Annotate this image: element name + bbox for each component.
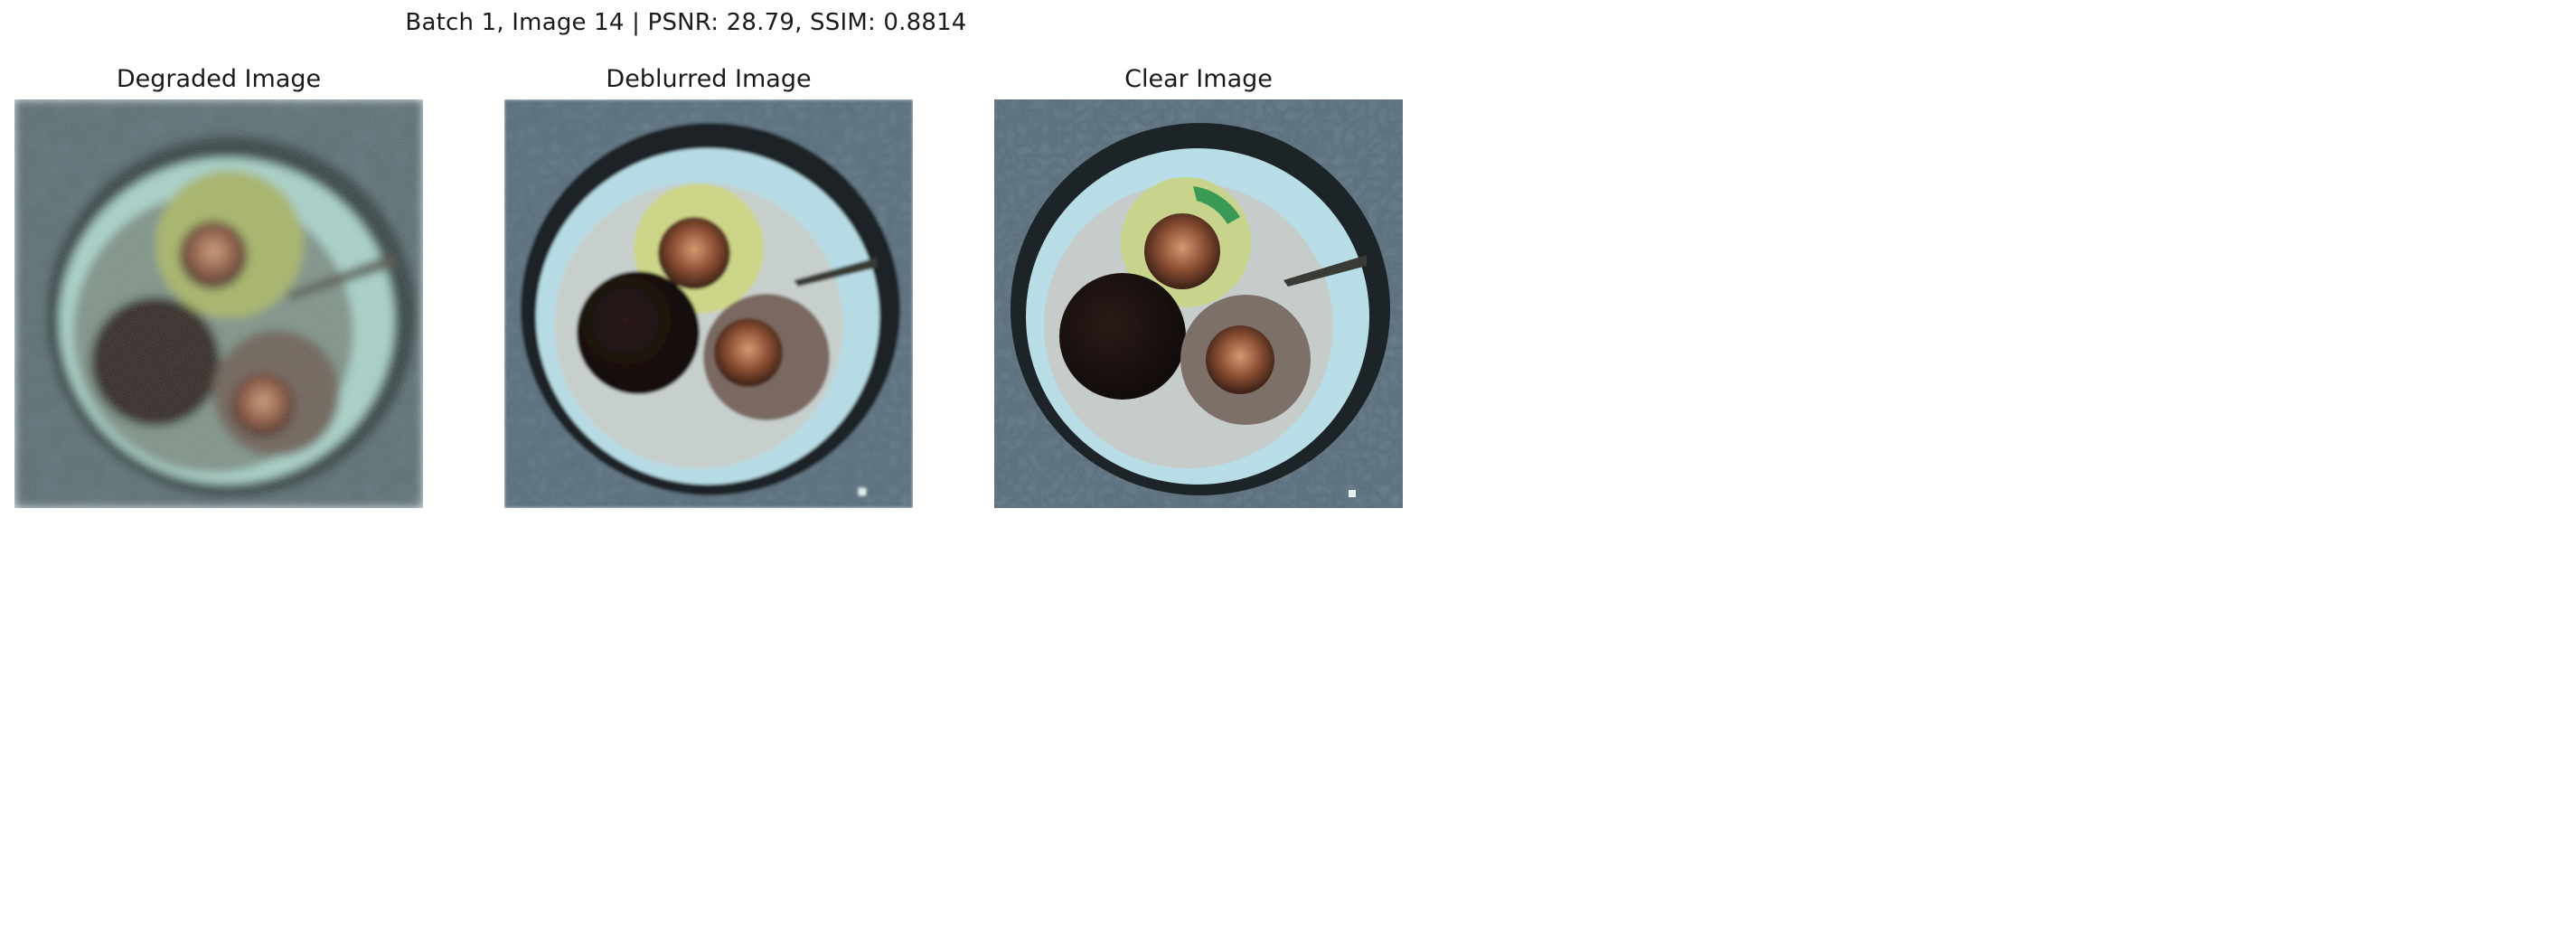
clear-title: Clear Image [1124,65,1273,93]
degraded-panel: Degraded Image [14,63,423,508]
degraded-title: Degraded Image [116,65,322,93]
degraded-image [14,99,423,508]
clear-image [994,99,1403,508]
deblurred-title: Deblurred Image [606,65,812,93]
deblurred-panel: Deblurred Image [504,63,913,508]
clear-panel: Clear Image [994,63,1403,508]
figure-suptitle: Batch 1, Image 14 | PSNR: 28.79, SSIM: 0… [405,9,967,36]
deblurred-image [504,99,913,508]
